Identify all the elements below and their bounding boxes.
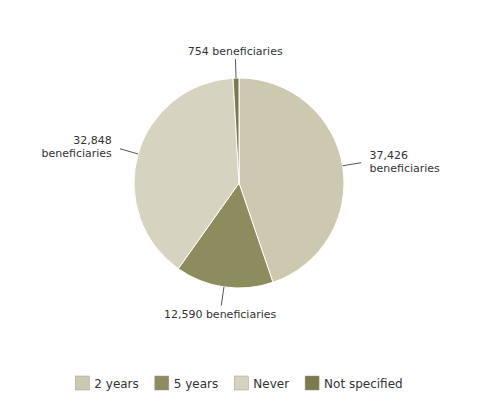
data-label: 12,590 beneficiaries bbox=[164, 308, 277, 321]
leader-line bbox=[343, 163, 362, 166]
legend-label: Not specified bbox=[324, 377, 403, 391]
pie bbox=[134, 78, 344, 288]
leader-line bbox=[235, 59, 237, 78]
legend-item: 2 years bbox=[75, 376, 138, 391]
legend-swatch bbox=[234, 376, 248, 390]
slice bbox=[233, 78, 239, 183]
leader-line bbox=[120, 149, 138, 154]
legend-item: Not specified bbox=[305, 376, 403, 391]
legend-label: 5 years bbox=[174, 377, 218, 391]
legend-label: Never bbox=[253, 377, 289, 391]
data-label: 37,426beneficiaries bbox=[370, 149, 441, 175]
legend-swatch bbox=[305, 376, 319, 390]
labels: 37,426beneficiaries 12,590 beneficiaries 3… bbox=[42, 45, 441, 321]
leader-line bbox=[221, 287, 224, 306]
legend-item: 5 years bbox=[155, 376, 218, 391]
legend-label: 2 years bbox=[94, 377, 138, 391]
legend: 2 years 5 years Never Not specified bbox=[75, 376, 402, 391]
legend-swatch bbox=[155, 376, 169, 390]
legend-item: Never bbox=[234, 376, 289, 391]
data-label: 32,848beneficiaries bbox=[42, 134, 113, 160]
slice bbox=[134, 78, 239, 268]
legend-swatch bbox=[75, 376, 89, 390]
data-label: 754 beneficiaries bbox=[188, 45, 283, 58]
chart: 37,426beneficiaries 12,590 beneficiaries 3… bbox=[0, 0, 478, 412]
